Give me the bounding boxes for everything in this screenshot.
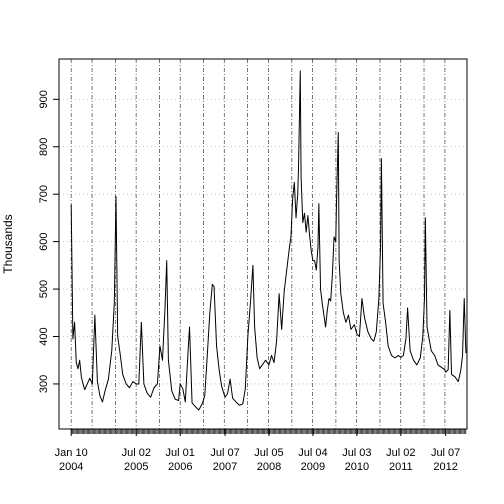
y-axis-label: Thousands [1, 214, 15, 273]
x-tick-label: Jul 07 [210, 447, 239, 459]
y-tick-label: 800 [38, 138, 50, 156]
x-tick-label: Jul 01 [166, 447, 195, 459]
vertical-grid [70, 59, 446, 429]
x-tick-label-year: 2005 [124, 461, 148, 473]
y-tick-label: 900 [38, 90, 50, 108]
x-tick-label-year: 2006 [168, 461, 192, 473]
x-tick-label-year: 2008 [257, 461, 281, 473]
x-axis: Jan 10 2004 Jul 02 2005 Jul 01 2006 Jul 07 2007… [55, 429, 460, 473]
series-line [70, 70, 467, 411]
x-tick-label-year: 2007 [213, 461, 237, 473]
x-tick-label-year: 2004 [59, 461, 83, 473]
x-rug [70, 429, 467, 434]
x-tick-label: Jul 03 [342, 447, 371, 459]
x-tick-label: Jul 02 [386, 447, 415, 459]
x-tick-label: Jul 04 [298, 447, 327, 459]
x-tick-label-year: 2009 [301, 461, 325, 473]
x-tick-label: Jul 02 [122, 447, 151, 459]
y-tick-label: 400 [38, 327, 50, 345]
x-tick-label-year: 2011 [389, 461, 413, 473]
y-tick-label: 500 [38, 280, 50, 298]
y-tick-label: 600 [38, 232, 50, 250]
horizontal-grid [59, 98, 467, 385]
x-tick-label-year: 2010 [345, 461, 369, 473]
plot-frame [58, 58, 468, 430]
x-tick-label: Jul 07 [431, 447, 460, 459]
x-rug-ticks [70, 429, 467, 434]
x-tick-label: Jan 10 [55, 447, 88, 459]
x-tick-label: Jul 05 [254, 447, 283, 459]
y-tick-label: 300 [38, 375, 50, 393]
y-axis: 300 400 500 600 700 800 900 [38, 90, 59, 393]
y-tick-label: 700 [38, 185, 50, 203]
x-tick-label-year: 2012 [433, 461, 457, 473]
